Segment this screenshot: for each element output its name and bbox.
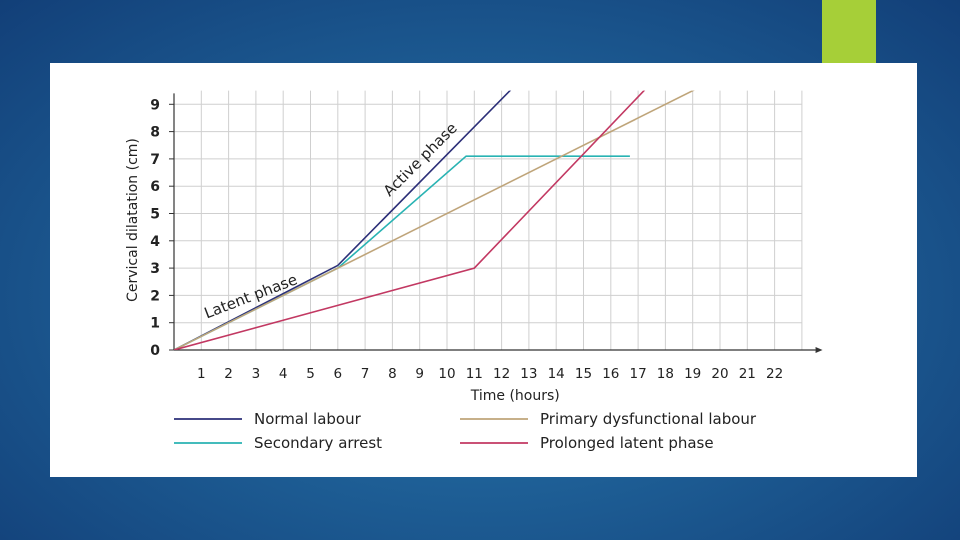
x-tick-label: 6 bbox=[334, 366, 343, 382]
x-tick-label: 8 bbox=[388, 366, 397, 382]
x-tick-label: 21 bbox=[739, 366, 756, 382]
x-tick-label: 4 bbox=[279, 366, 288, 382]
x-tick-label: 14 bbox=[548, 366, 565, 382]
y-tick-label: 3 bbox=[150, 261, 160, 277]
x-tick-label: 19 bbox=[684, 366, 701, 382]
x-tick-label: 10 bbox=[438, 366, 455, 382]
x-tick-label: 22 bbox=[766, 366, 783, 382]
y-tick-label: 7 bbox=[150, 152, 160, 168]
x-tick-label: 17 bbox=[630, 366, 647, 382]
x-tick-label: 1 bbox=[197, 366, 206, 382]
y-tick-label: 2 bbox=[150, 288, 160, 304]
x-tick-label: 13 bbox=[520, 366, 537, 382]
y-tick-label: 6 bbox=[150, 179, 160, 195]
x-axis-arrow bbox=[815, 347, 823, 353]
x-tick-label: 2 bbox=[224, 366, 233, 382]
x-tick-label: 3 bbox=[252, 366, 261, 382]
y-tick-label: 8 bbox=[150, 125, 160, 141]
phase-annotation: Latent phase bbox=[202, 270, 300, 322]
y-axis-label: Cervical dilatation (cm) bbox=[125, 138, 141, 302]
series-lines bbox=[174, 90, 695, 351]
legend-label: Prolonged latent phase bbox=[540, 434, 714, 452]
legend-label: Primary dysfunctional labour bbox=[540, 410, 757, 428]
grid bbox=[174, 90, 803, 350]
x-tick-label: 5 bbox=[306, 366, 315, 382]
legend-label: Secondary arrest bbox=[254, 434, 382, 452]
x-tick-label: 18 bbox=[657, 366, 674, 382]
x-tick-label: 15 bbox=[575, 366, 592, 382]
y-tick-label: 1 bbox=[150, 316, 160, 332]
y-tick-label: 0 bbox=[150, 343, 160, 359]
x-tick-label: 12 bbox=[493, 366, 510, 382]
axes bbox=[169, 93, 823, 353]
series-line bbox=[174, 90, 695, 351]
x-tick-label: 16 bbox=[602, 366, 619, 382]
x-axis-label: Time (hours) bbox=[470, 388, 560, 404]
x-tick-label: 7 bbox=[361, 366, 370, 382]
y-tick-label: 5 bbox=[150, 207, 160, 223]
y-tick-label: 9 bbox=[150, 97, 160, 113]
x-tick-label: 9 bbox=[415, 366, 424, 382]
series-line bbox=[174, 90, 512, 351]
legend: Normal labour Secondary arrest Primary dys… bbox=[174, 410, 757, 452]
x-tick-label: 20 bbox=[711, 366, 728, 382]
series-line bbox=[174, 90, 646, 351]
legend-label: Normal labour bbox=[254, 410, 362, 428]
y-tick-label: 4 bbox=[150, 234, 160, 250]
x-tick-label: 11 bbox=[466, 366, 483, 382]
